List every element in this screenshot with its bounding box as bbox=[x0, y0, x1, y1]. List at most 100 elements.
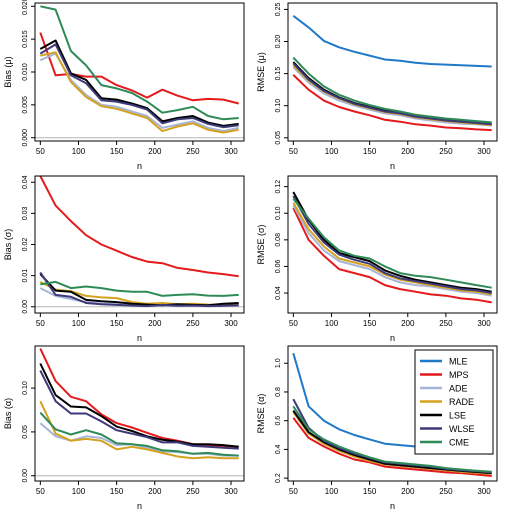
series-line-cme bbox=[292, 405, 492, 473]
series-line-mps bbox=[39, 348, 239, 448]
y-tick-label: 0.10 bbox=[275, 99, 282, 113]
y-axis-label: RMSE (α) bbox=[256, 394, 266, 434]
x-tick-label: 50 bbox=[36, 147, 45, 156]
x-axis-label: n bbox=[137, 501, 142, 511]
x-tick-label: 300 bbox=[477, 487, 491, 496]
x-tick-label: 200 bbox=[401, 319, 415, 328]
series-line-cme bbox=[292, 56, 492, 124]
series-line-mps bbox=[292, 417, 492, 477]
y-tick-label: 0.04 bbox=[22, 175, 29, 189]
chart-panel-4: 50 100 150 200 250 300 0.04 0.06 0.08 0.10 0.12 n RM… bbox=[256, 175, 498, 343]
y-axis-label: Bias (μ) bbox=[3, 56, 13, 87]
series-line-cme bbox=[39, 411, 239, 457]
series-line-rade bbox=[39, 400, 239, 460]
series-line-ade bbox=[292, 204, 492, 297]
x-tick-label: 50 bbox=[36, 319, 45, 328]
series-line-mps bbox=[39, 32, 239, 105]
series-line-mps bbox=[292, 207, 492, 304]
x-tick-label: 300 bbox=[224, 319, 238, 328]
series-line-wlse bbox=[39, 43, 239, 129]
y-tick-label: 0.010 bbox=[22, 63, 29, 81]
y-tick-label: 0.10 bbox=[22, 381, 29, 395]
x-tick-label: 100 bbox=[325, 319, 339, 328]
legend-label-lse: LSE bbox=[449, 411, 466, 421]
y-tick-label: 0.08 bbox=[275, 233, 282, 247]
y-tick-label: 0.4 bbox=[275, 444, 282, 454]
legend-label-mle: MLE bbox=[449, 357, 468, 367]
x-tick-label: 250 bbox=[186, 319, 200, 328]
y-tick-label: 0.20 bbox=[275, 35, 282, 49]
series-line-ade bbox=[39, 52, 239, 133]
y-tick-label: 0.05 bbox=[275, 131, 282, 145]
chart-panel-5: 50 100 150 200 250 300 0.00 0.05 0.10 n Bias (α) bbox=[3, 345, 245, 511]
plot-frame bbox=[34, 345, 245, 482]
legend-label-mps: MPS bbox=[449, 370, 469, 380]
plot-frame bbox=[287, 2, 498, 142]
y-axis-label: Bias (σ) bbox=[3, 229, 13, 261]
series-line-cme bbox=[40, 280, 239, 297]
series-line-wlse bbox=[292, 62, 492, 126]
series-line-cme bbox=[292, 197, 492, 289]
y-tick-label: 0.12 bbox=[275, 180, 282, 194]
y-tick-label: 0.020 bbox=[22, 0, 29, 15]
y-tick-label: 0.8 bbox=[275, 387, 282, 397]
y-axis-label: RMSE (σ) bbox=[256, 224, 266, 264]
y-tick-label: 0.000 bbox=[22, 129, 29, 147]
y-tick-label: 0.10 bbox=[275, 206, 282, 220]
x-tick-label: 250 bbox=[186, 487, 200, 496]
x-tick-label: 300 bbox=[224, 487, 238, 496]
x-tick-label: 100 bbox=[72, 487, 86, 496]
x-tick-label: 250 bbox=[186, 147, 200, 156]
x-tick-label: 300 bbox=[224, 147, 238, 156]
legend: MLE MPS ADE RADE LSE WLSE CME bbox=[414, 349, 494, 455]
series-line-mle bbox=[292, 15, 492, 68]
x-tick-label: 100 bbox=[325, 487, 339, 496]
x-tick-label: 50 bbox=[289, 487, 298, 496]
series-line-rade bbox=[292, 202, 492, 296]
x-tick-label: 100 bbox=[72, 319, 86, 328]
x-tick-label: 100 bbox=[325, 147, 339, 156]
x-tick-label: 200 bbox=[401, 487, 415, 496]
y-tick-label: 0.005 bbox=[22, 96, 29, 114]
series-line-lse bbox=[39, 363, 239, 448]
series-line-ade bbox=[292, 66, 492, 127]
y-tick-label: 0.15 bbox=[275, 67, 282, 81]
x-tick-label: 200 bbox=[148, 147, 162, 156]
y-tick-label: 0.01 bbox=[22, 269, 29, 283]
series-line-lse bbox=[39, 273, 239, 307]
legend-label-ade: ADE bbox=[449, 384, 468, 394]
x-tick-label: 200 bbox=[401, 147, 415, 156]
y-tick-label: 0.05 bbox=[22, 425, 29, 439]
x-tick-label: 50 bbox=[289, 319, 298, 328]
x-tick-label: 50 bbox=[289, 147, 298, 156]
x-tick-label: 150 bbox=[110, 487, 124, 496]
y-tick-label: 0.03 bbox=[22, 206, 29, 220]
x-tick-label: 250 bbox=[439, 487, 453, 496]
series-line-lse bbox=[39, 39, 239, 127]
y-tick-label: 0.02 bbox=[22, 238, 29, 252]
series-line-lse bbox=[292, 191, 492, 293]
series-line-rade bbox=[292, 64, 492, 126]
y-tick-label: 1.0 bbox=[275, 358, 282, 368]
y-tick-label: 0.25 bbox=[275, 3, 282, 17]
x-tick-label: 50 bbox=[36, 487, 45, 496]
y-tick-label: 0.00 bbox=[22, 300, 29, 314]
y-axis-label: Bias (α) bbox=[3, 398, 13, 429]
x-tick-label: 150 bbox=[363, 487, 377, 496]
series-line-mps bbox=[39, 175, 239, 278]
x-tick-label: 300 bbox=[477, 319, 491, 328]
chart-panel-1: 50 100 150 200 250 300 0.000 0.005 0.010 0.015 0.0… bbox=[3, 0, 245, 171]
chart-panel-6: 50 100 150 200 250 300 0.2 0.4 0.6 0.8 1.0 n RMSE (α… bbox=[256, 345, 498, 511]
series-line-rade bbox=[39, 281, 239, 306]
x-axis-label: n bbox=[390, 501, 395, 511]
y-tick-label: 0.2 bbox=[275, 473, 282, 483]
series-line-wlse bbox=[39, 370, 239, 450]
plot-frame bbox=[287, 175, 498, 314]
x-tick-label: 150 bbox=[110, 147, 124, 156]
y-tick-label: 0.00 bbox=[22, 469, 29, 483]
x-tick-label: 250 bbox=[439, 319, 453, 328]
y-tick-label: 0.04 bbox=[275, 286, 282, 300]
x-axis-label: n bbox=[137, 161, 142, 171]
chart-panel-2: 50 100 150 200 250 300 0.05 0.10 0.15 0.20 0.25 n RM… bbox=[256, 2, 498, 171]
